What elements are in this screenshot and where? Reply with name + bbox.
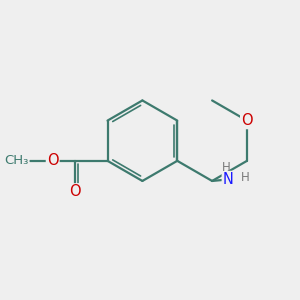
Text: O: O [241,113,253,128]
Text: N: N [223,172,234,187]
Text: CH₃: CH₃ [4,154,29,167]
Text: H: H [222,161,231,174]
Text: O: O [47,153,58,168]
Text: H: H [241,171,250,184]
Text: O: O [69,184,81,199]
